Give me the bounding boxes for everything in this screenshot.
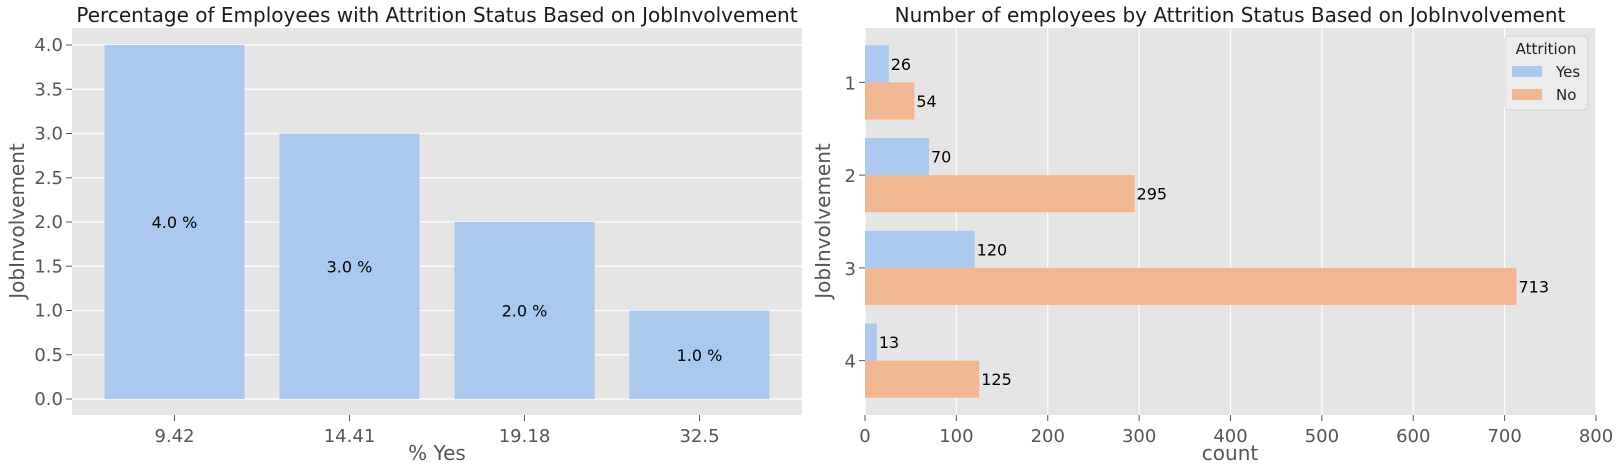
y-tick-label: 1 xyxy=(845,73,856,94)
y-tick-label: 0.5 xyxy=(34,345,63,366)
y-axis-label: JobInvolvement xyxy=(5,143,29,301)
bar-no xyxy=(865,175,1135,213)
y-tick-label: 0.0 xyxy=(34,389,63,410)
y-tick-label: 3 xyxy=(845,259,856,280)
x-tick-label: 400 xyxy=(1213,426,1247,447)
y-axis-label: JobInvolvement xyxy=(811,143,835,301)
bar-no xyxy=(865,82,915,120)
bar xyxy=(454,222,595,399)
y-tick-label: 3.5 xyxy=(34,79,63,100)
y-tick-label: 2.0 xyxy=(34,212,63,233)
x-ticks: 0 100 200 300 400 500 600 700 800 xyxy=(859,415,1613,447)
count-chart: 26 54 70 295 120 713 13 125 1 2 3 4 0 100 200 300 400 5… xyxy=(811,3,1613,465)
bar-data-label: 70 xyxy=(931,148,951,167)
legend-swatch-yes xyxy=(1512,66,1542,77)
x-axis-label: count xyxy=(1202,441,1259,465)
y-tick-label: 1.0 xyxy=(34,301,63,322)
x-tick-label: 32.5 xyxy=(679,426,719,447)
bar-yes xyxy=(865,230,975,268)
bar-data-label: 4.0 % xyxy=(152,213,198,232)
legend-title: Attrition xyxy=(1516,40,1577,58)
bar-data-label: 1.0 % xyxy=(677,346,723,365)
y-tick-label: 1.5 xyxy=(34,256,63,277)
x-tick-label: 200 xyxy=(1031,426,1065,447)
bar-data-label: 54 xyxy=(916,92,936,111)
x-tick-label: 800 xyxy=(1579,426,1613,447)
bar-no xyxy=(865,360,980,398)
y-ticks: 1 2 3 4 xyxy=(845,73,865,373)
bar-data-label: 3.0 % xyxy=(327,257,373,276)
bar-data-label: 120 xyxy=(977,240,1008,259)
y-tick-label: 2.5 xyxy=(34,168,63,189)
x-tick-label: 9.42 xyxy=(154,426,194,447)
y-tick-label: 2 xyxy=(845,166,856,187)
chart-title: Percentage of Employees with Attrition S… xyxy=(76,3,797,27)
legend: Attrition Yes No xyxy=(1504,35,1589,111)
bar-data-label: 26 xyxy=(891,55,911,74)
bar-data-label: 125 xyxy=(981,370,1012,389)
legend-label-yes: Yes xyxy=(1555,63,1580,81)
y-ticks: 0.0 0.5 1.0 1.5 2.0 2.5 3.0 3.5 4.0 xyxy=(34,35,72,410)
y-tick-label: 4.0 xyxy=(34,35,63,56)
chart-title: Number of employees by Attrition Status … xyxy=(895,3,1566,27)
bar-no xyxy=(865,267,1517,305)
x-axis-label: % Yes xyxy=(408,441,466,465)
bar-yes xyxy=(865,138,929,176)
bar-data-label: 13 xyxy=(879,333,899,352)
bar xyxy=(104,45,245,399)
bar-yes xyxy=(865,323,877,361)
x-tick-label: 100 xyxy=(939,426,973,447)
x-tick-label: 600 xyxy=(1396,426,1430,447)
x-tick-label: 0 xyxy=(859,426,870,447)
bar-data-label: 713 xyxy=(1519,277,1550,296)
percentage-chart: 4.0 % 3.0 % 2.0 % 1.0 % 0.0 0.5 1.0 1.5 2.0 2.5 3… xyxy=(5,3,802,465)
x-tick-label: 500 xyxy=(1305,426,1339,447)
legend-swatch-no xyxy=(1512,89,1542,100)
bar xyxy=(279,133,420,399)
bars: 26 54 70 295 120 713 13 125 xyxy=(865,45,1550,398)
x-tick-label: 14.41 xyxy=(324,426,376,447)
y-tick-label: 3.0 xyxy=(34,124,63,145)
bar-yes xyxy=(865,45,889,83)
bar-data-label: 2.0 % xyxy=(502,302,548,321)
bar-data-label: 295 xyxy=(1137,185,1168,204)
x-ticks: 9.42 14.41 19.18 32.5 xyxy=(154,415,720,447)
y-tick-label: 4 xyxy=(845,352,856,373)
bar xyxy=(629,310,770,399)
x-tick-label: 700 xyxy=(1487,426,1521,447)
legend-label-no: No xyxy=(1556,86,1576,104)
x-tick-label: 300 xyxy=(1122,426,1156,447)
x-tick-label: 19.18 xyxy=(499,426,551,447)
bars: 4.0 % 3.0 % 2.0 % 1.0 % xyxy=(104,45,770,399)
